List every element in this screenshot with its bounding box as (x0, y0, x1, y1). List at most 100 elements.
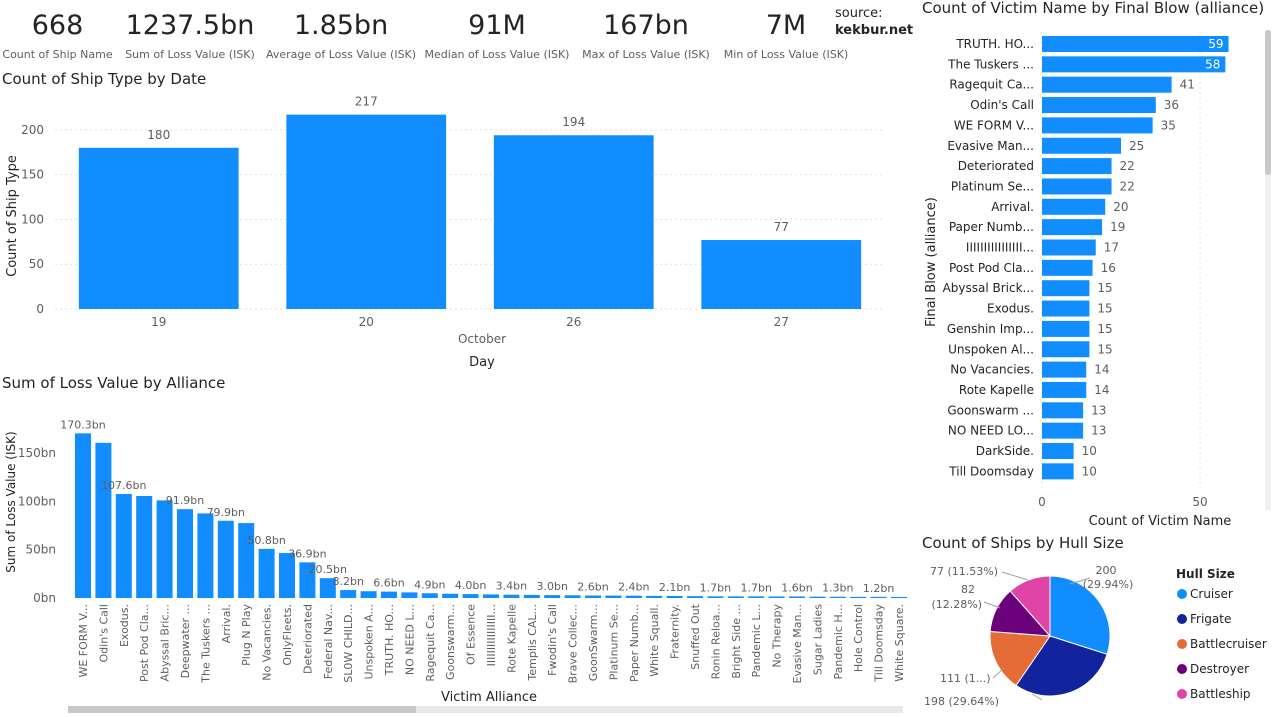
bar-value-label: 16 (1101, 261, 1116, 275)
alliance-horizontal-scrollbar[interactable] (68, 706, 903, 713)
bar-value-label: 6.6bn (373, 577, 404, 590)
bar-value-label: 59 (1208, 37, 1223, 51)
y-tick-label: 0 (36, 302, 44, 316)
x-tick-label: White Square. (893, 604, 906, 682)
slice-label: (12.28%) (931, 598, 982, 611)
bar-value-label: 13 (1091, 424, 1106, 438)
source-note: source: kekbur.net (835, 5, 913, 39)
y-tick-label: 150bn (18, 446, 56, 460)
scrollbar-thumb[interactable] (1265, 30, 1271, 175)
bar (442, 593, 459, 598)
bar (115, 493, 132, 598)
bar (238, 523, 255, 598)
x-tick-label: 50 (1192, 495, 1207, 509)
kpi-value: 1.85bn (293, 10, 389, 41)
bar-value-label: 170.3bn (60, 418, 105, 431)
x-axis-title: Victim Alliance (441, 690, 537, 705)
x-tick-label: 19 (151, 315, 166, 329)
x-tick-label: Unspoken A... (363, 604, 376, 680)
kpi-ship-count: 668 Count of Ship Name (0, 6, 115, 61)
kpi-loss-sum: 1237.5bn Sum of Loss Value (ISK) (122, 6, 258, 61)
y-tick-label: Evasive Man... (947, 139, 1034, 153)
bar-value-label: 58 (1205, 57, 1220, 71)
kpi-label: Count of Ship Name (2, 48, 113, 61)
bar (493, 135, 654, 309)
bar (1042, 56, 1226, 73)
bar (544, 595, 561, 598)
kpi-label: Average of Loss Value (ISK) (265, 48, 417, 61)
slice-label: 198 (29.64%) (924, 695, 999, 708)
y-tick-label: 200 (21, 123, 44, 137)
legend-label: Battleship (1190, 687, 1251, 701)
x-tick-label: Arrival. (220, 604, 233, 643)
bar (701, 240, 862, 309)
bar-value-label: 22 (1120, 159, 1135, 173)
hull-pie-chart[interactable]: 200(29.94%) 198 (29.64%) 111 (1...) 82 (12.2… (920, 556, 1276, 716)
x-tick-label: No Vacancies. (261, 604, 274, 681)
x-tick-label: Ragequit Ca... (424, 604, 437, 682)
legend-marker (1177, 589, 1187, 599)
bar (870, 596, 887, 598)
bar-value-label: 15 (1097, 302, 1112, 316)
bar-value-label: 217 (355, 95, 378, 109)
bar-value-label: 41 (1180, 78, 1195, 92)
final-blow-vertical-scrollbar[interactable] (1265, 30, 1271, 510)
bar-value-label: 36 (1164, 98, 1179, 112)
date-bar-chart[interactable]: 0 50 100 150 200 180 19 217 20 194 26 77 27 October Da… (0, 95, 900, 375)
kpi-loss-max: 167bn Max of Loss Value (ISK) (580, 6, 712, 61)
bar-value-label: 22 (1120, 179, 1135, 193)
y-tick-label: IIIIIIIIIIIIIIII... (966, 241, 1034, 255)
legend-marker (1177, 664, 1187, 674)
y-tick-label: Goonswarm ... (947, 403, 1034, 417)
bar (646, 595, 663, 598)
hull-chart-title: Count of Ships by Hull Size (922, 534, 1124, 552)
scrollbar-thumb[interactable] (68, 706, 416, 713)
bar (1042, 341, 1090, 358)
leader-line (1031, 693, 1043, 701)
y-tick-label: Till Doomsday (948, 464, 1034, 478)
bar (1042, 402, 1084, 419)
bar (829, 596, 846, 598)
y-tick-label: Odin's Call (970, 98, 1034, 112)
y-tick-label: Genshin Imp... (947, 322, 1034, 336)
bar (1042, 137, 1122, 154)
bar-value-label: 1.7bn (700, 581, 731, 594)
bar (75, 433, 91, 598)
y-tick-label: 150 (21, 168, 44, 182)
x-tick-label: Deteriorated (301, 604, 314, 674)
bar-value-label: 3.4bn (496, 580, 527, 593)
source-prefix: source: (835, 6, 883, 21)
slice-label: 77 (11.53%) (930, 565, 998, 578)
pie-slice (1049, 575, 1111, 655)
y-tick-label: DarkSide. (976, 444, 1034, 458)
source-site-text: kekbur.net (835, 23, 914, 38)
final-blow-bar-chart[interactable]: 0 50 TRUTH. HO... 59 The Tuskers ... 58 Ragequ… (920, 22, 1270, 532)
x-tick-label: Abyssal Bric... (159, 604, 172, 681)
kpi-label: Min of Loss Value (ISK) (723, 48, 849, 61)
bar (78, 147, 239, 309)
y-axis-title: Sum of Loss Value (ISK) (4, 431, 18, 572)
x-tick-label: Pandemic L... (750, 604, 763, 678)
bar (177, 509, 193, 598)
x-tick-label: Deepwater ... (179, 604, 192, 678)
bar-value-label: 15 (1097, 322, 1112, 336)
bar-value-label: 10 (1082, 464, 1097, 478)
bar (727, 596, 744, 598)
x-tick-label: Goonswarm... (444, 604, 457, 680)
alliance-bar-chart[interactable]: 0bn 50bn 100bn 150bn 170.3bn WE FORM V... Odin… (0, 396, 908, 706)
x-tick-label: NO NEED L... (403, 604, 416, 675)
legend-label: Destroyer (1190, 662, 1249, 676)
x-tick-label: Rote Kapelle (505, 604, 518, 673)
bar-value-label: 10 (1082, 444, 1097, 458)
x-tick-label: Till Doomsday (873, 604, 886, 683)
x-tick-label: No Therapy (771, 604, 784, 668)
x-tick-label: Evasive Man... (791, 604, 804, 683)
y-tick-label: Abyssal Brick... (943, 281, 1034, 295)
x-tick-label: Brave Collec... (567, 604, 580, 683)
bar (768, 596, 785, 598)
bar-value-label: 20 (1113, 200, 1128, 214)
kpi-loss-median: 91M Median of Loss Value (ISK) (424, 6, 570, 61)
bar-value-label: 36.9bn (288, 547, 326, 560)
bar (625, 595, 642, 598)
bar-value-label: 35 (1161, 118, 1176, 132)
